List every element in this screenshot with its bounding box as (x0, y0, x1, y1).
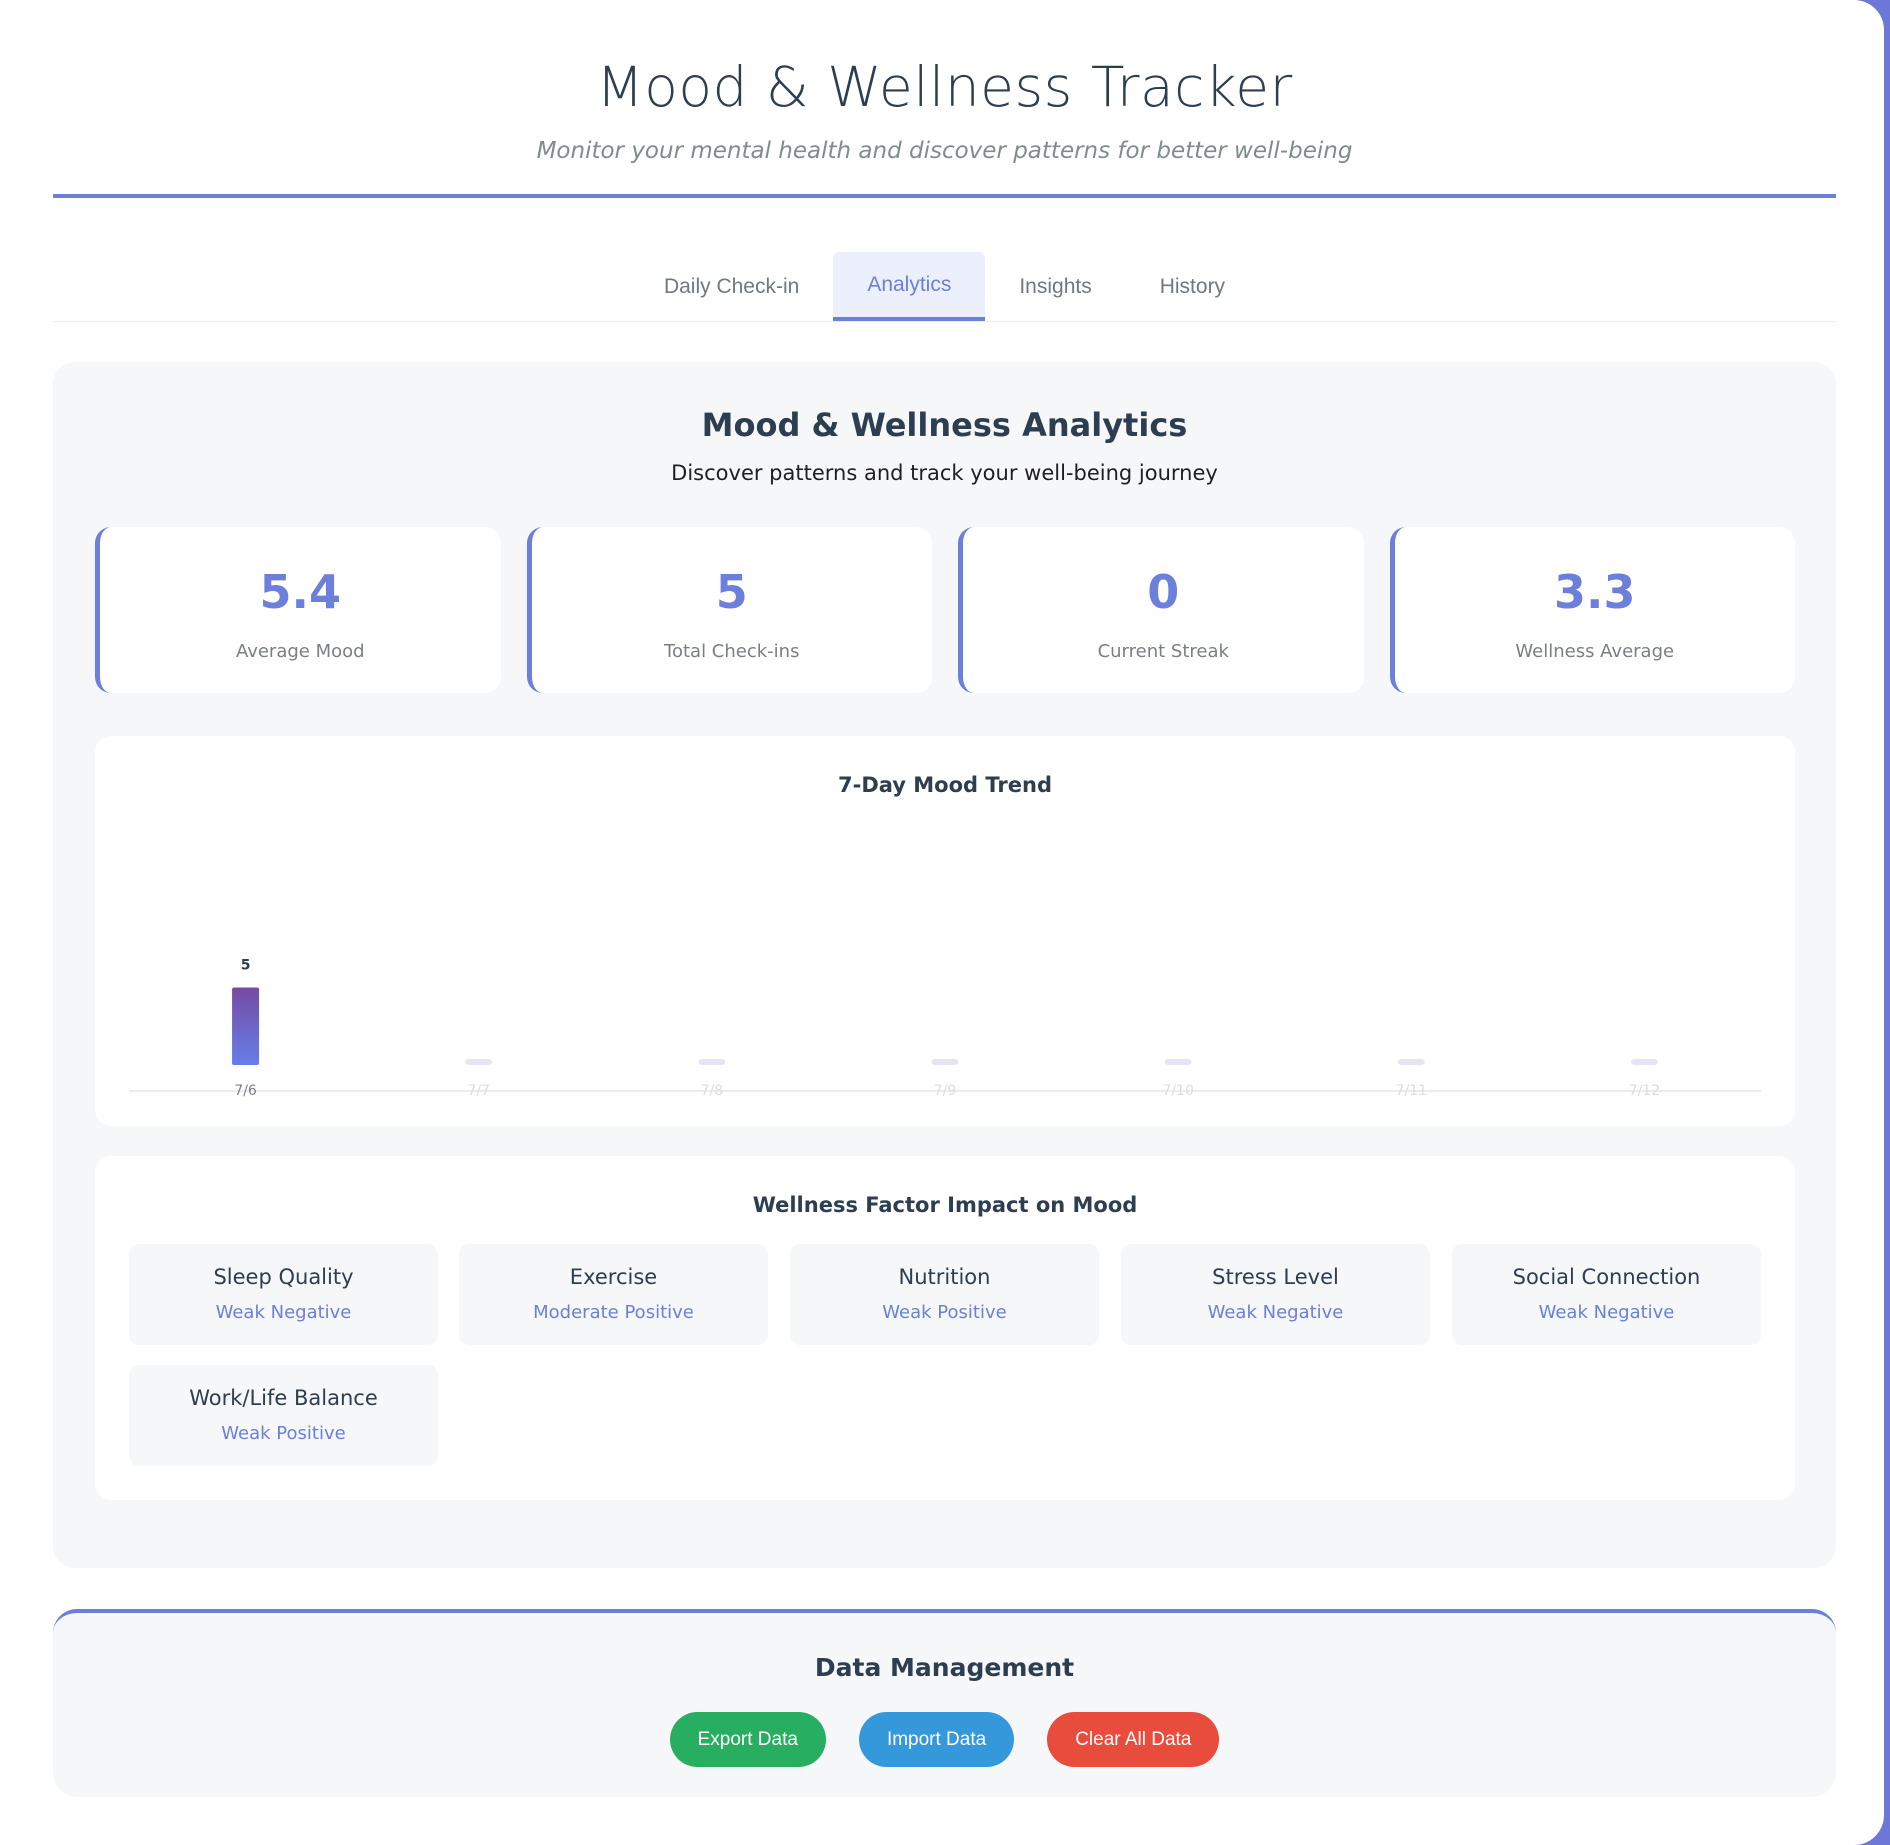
stat-label: Wellness Average (1515, 641, 1675, 662)
tab-insights[interactable]: Insights (1019, 274, 1092, 298)
tab-bar: Daily Check-in Analytics Insights Histor… (53, 252, 1836, 322)
factor-sleep-quality: Sleep Quality Weak Negative (129, 1244, 438, 1345)
stat-card-wellness-average: 3.3 Wellness Average (1389, 527, 1795, 693)
page-subtitle: Monitor your mental health and discover … (536, 138, 1353, 164)
stat-card-average-mood: 5.4 Average Mood (95, 527, 501, 693)
chart-tick-label: 7/12 (1629, 1083, 1660, 1099)
tab-analytics[interactable]: Analytics (833, 252, 986, 321)
chart-bar-7-6 (232, 987, 260, 1065)
chart-title: 7-Day Mood Trend (838, 773, 1052, 797)
stat-card-total-check-ins: 5 Total Check-ins (526, 527, 932, 693)
chart-tick-label: 7/11 (1396, 1083, 1427, 1099)
wellness-factors-card: Wellness Factor Impact on Mood Sleep Qua… (95, 1156, 1795, 1500)
chart-data-label: 5 (241, 958, 251, 974)
data-management-title: Data Management (814, 1653, 1075, 1682)
factor-name: Exercise (569, 1265, 658, 1289)
clear-all-data-button[interactable]: Clear All Data (1047, 1712, 1220, 1767)
stat-card-current-streak: 0 Current Streak (958, 527, 1364, 693)
factor-name: Nutrition (898, 1265, 991, 1289)
chart-tick-label: 7/10 (1162, 1083, 1193, 1099)
factor-stress-level: Stress Level Weak Negative (1121, 1244, 1430, 1345)
factors-title: Wellness Factor Impact on Mood (752, 1193, 1138, 1217)
analytics-lead: Discover patterns and track your well-be… (671, 461, 1218, 485)
stats-row: 5.4 Average Mood 5 Total Check-ins 0 Cur… (95, 527, 1795, 693)
chart-bar-7-12 (1630, 1059, 1658, 1065)
tab-daily-check-in[interactable]: Daily Check-in (663, 274, 800, 298)
factor-impact: Weak Negative (1207, 1302, 1344, 1323)
stat-value: 5 (715, 565, 748, 619)
data-management-section: Data Management Export Data Import Data … (53, 1609, 1836, 1797)
factor-name: Stress Level (1212, 1265, 1339, 1289)
chart-bar-7-11 (1397, 1059, 1425, 1065)
page-title: Mood & Wellness Tracker (596, 55, 1293, 119)
factor-social-connection: Social Connection Weak Negative (1452, 1244, 1761, 1345)
factor-work-life-balance: Work/Life Balance Weak Positive (129, 1365, 438, 1466)
page-header: Mood & Wellness Tracker Monitor your men… (53, 0, 1836, 198)
chart-tick-label: 7/8 (701, 1083, 724, 1099)
chart-tick-label: 7/6 (234, 1083, 257, 1099)
stat-value: 3.3 (1554, 565, 1636, 619)
chart-bar-7-7 (465, 1059, 493, 1065)
stat-label: Total Check-ins (664, 641, 800, 662)
factor-impact: Weak Positive (882, 1302, 1007, 1323)
export-data-button[interactable]: Export Data (669, 1712, 826, 1767)
mood-trend-chart-card: 7-Day Mood Trend 5 7/6 7/7 7/8 7/9 7/10 7/11 7/… (95, 736, 1795, 1126)
factor-impact: Moderate Positive (533, 1302, 694, 1323)
chart-tick-label: 7/7 (467, 1083, 490, 1099)
factor-exercise: Exercise Moderate Positive (459, 1244, 768, 1345)
factor-nutrition: Nutrition Weak Positive (790, 1244, 1099, 1345)
factor-impact: Weak Negative (215, 1302, 352, 1323)
chart-bar-7-8 (698, 1059, 726, 1065)
data-management-buttons: Export Data Import Data Clear All Data (53, 1712, 1836, 1767)
stat-label: Average Mood (235, 641, 365, 662)
stat-value: 5.4 (259, 565, 342, 619)
factor-name: Social Connection (1512, 1265, 1701, 1289)
analytics-title: Mood & Wellness Analytics (701, 406, 1188, 444)
factor-impact: Weak Negative (1538, 1302, 1675, 1323)
tab-history[interactable]: History (1159, 274, 1226, 298)
stat-value: 0 (1147, 565, 1180, 619)
stat-label: Current Streak (1097, 641, 1229, 662)
analytics-panel: Mood & Wellness Analytics Discover patte… (53, 362, 1836, 1568)
factor-name: Sleep Quality (213, 1265, 354, 1289)
factor-name: Work/Life Balance (189, 1386, 378, 1410)
import-data-button[interactable]: Import Data (858, 1712, 1015, 1767)
chart-bar-7-10 (1164, 1059, 1192, 1065)
factor-impact: Weak Positive (221, 1423, 346, 1444)
chart-tick-label: 7/9 (934, 1083, 957, 1099)
chart-bar-7-9 (931, 1059, 959, 1065)
mood-trend-chart: 5 7/6 7/7 7/8 7/9 7/10 7/11 7/12 (129, 958, 1761, 1099)
